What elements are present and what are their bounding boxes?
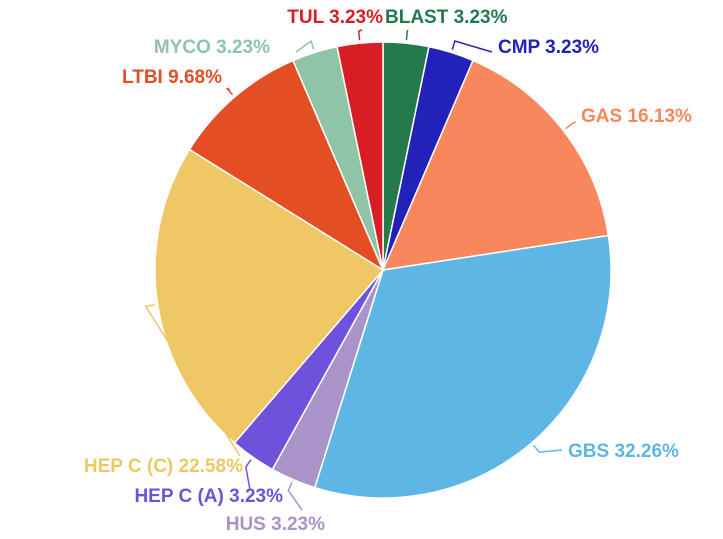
slice-label: TUL 3.23% (287, 7, 383, 28)
slice-value: 3.23% (454, 7, 508, 28)
slice-label: MYCO 3.23% (154, 37, 270, 58)
slice-category: HUS (226, 514, 266, 535)
slice-label: HEP C (A) 3.23% (134, 486, 283, 507)
slice-category: CMP (498, 37, 541, 58)
leader-line (287, 482, 303, 511)
leader-line (532, 444, 563, 453)
slice-value: 16.13% (627, 106, 692, 127)
slice-category: TUL (287, 7, 324, 28)
slice-label: BLAST 3.23% (385, 7, 508, 28)
slice-category: GBS (568, 441, 609, 462)
leader-line (451, 40, 493, 53)
leader-line (144, 304, 241, 457)
slice-value: 9.68% (168, 67, 222, 88)
leader-line (405, 29, 409, 41)
slice-value: 22.58% (179, 456, 244, 477)
slice-value: 3.23% (216, 37, 270, 58)
slice-value: 3.23% (271, 514, 325, 535)
leader-line (565, 121, 577, 130)
slice-value: 32.26% (614, 441, 679, 462)
slice-label: HEP C (C) 22.58% (84, 456, 243, 477)
slice-category: HEP C (A) (134, 486, 223, 507)
slice-category: MYCO (154, 37, 211, 58)
slice-label: CMP 3.23% (498, 37, 599, 58)
pie-slice (381, 59, 610, 271)
slice-label: LTBI 9.68% (122, 67, 222, 88)
pie-slice (336, 41, 384, 271)
slice-value: 3.23% (229, 486, 283, 507)
slice-category: HEP C (C) (84, 456, 173, 477)
pie-slice (313, 234, 612, 499)
leader-line (357, 29, 363, 41)
slice-label: GAS 16.13% (581, 106, 692, 127)
slice-value: 3.23% (329, 7, 383, 28)
slice-category: BLAST (385, 7, 449, 28)
pie-slice (188, 59, 385, 272)
leader-line (245, 459, 252, 491)
slice-category: LTBI (122, 67, 163, 88)
slice-value: 3.23% (545, 37, 599, 58)
pie-slice (154, 148, 385, 445)
slice-label: HUS 3.23% (226, 514, 325, 535)
slice-label: GBS 32.26% (568, 441, 679, 462)
leader-line (226, 87, 234, 96)
slice-category: GAS (581, 106, 622, 127)
leader-line (295, 39, 315, 53)
